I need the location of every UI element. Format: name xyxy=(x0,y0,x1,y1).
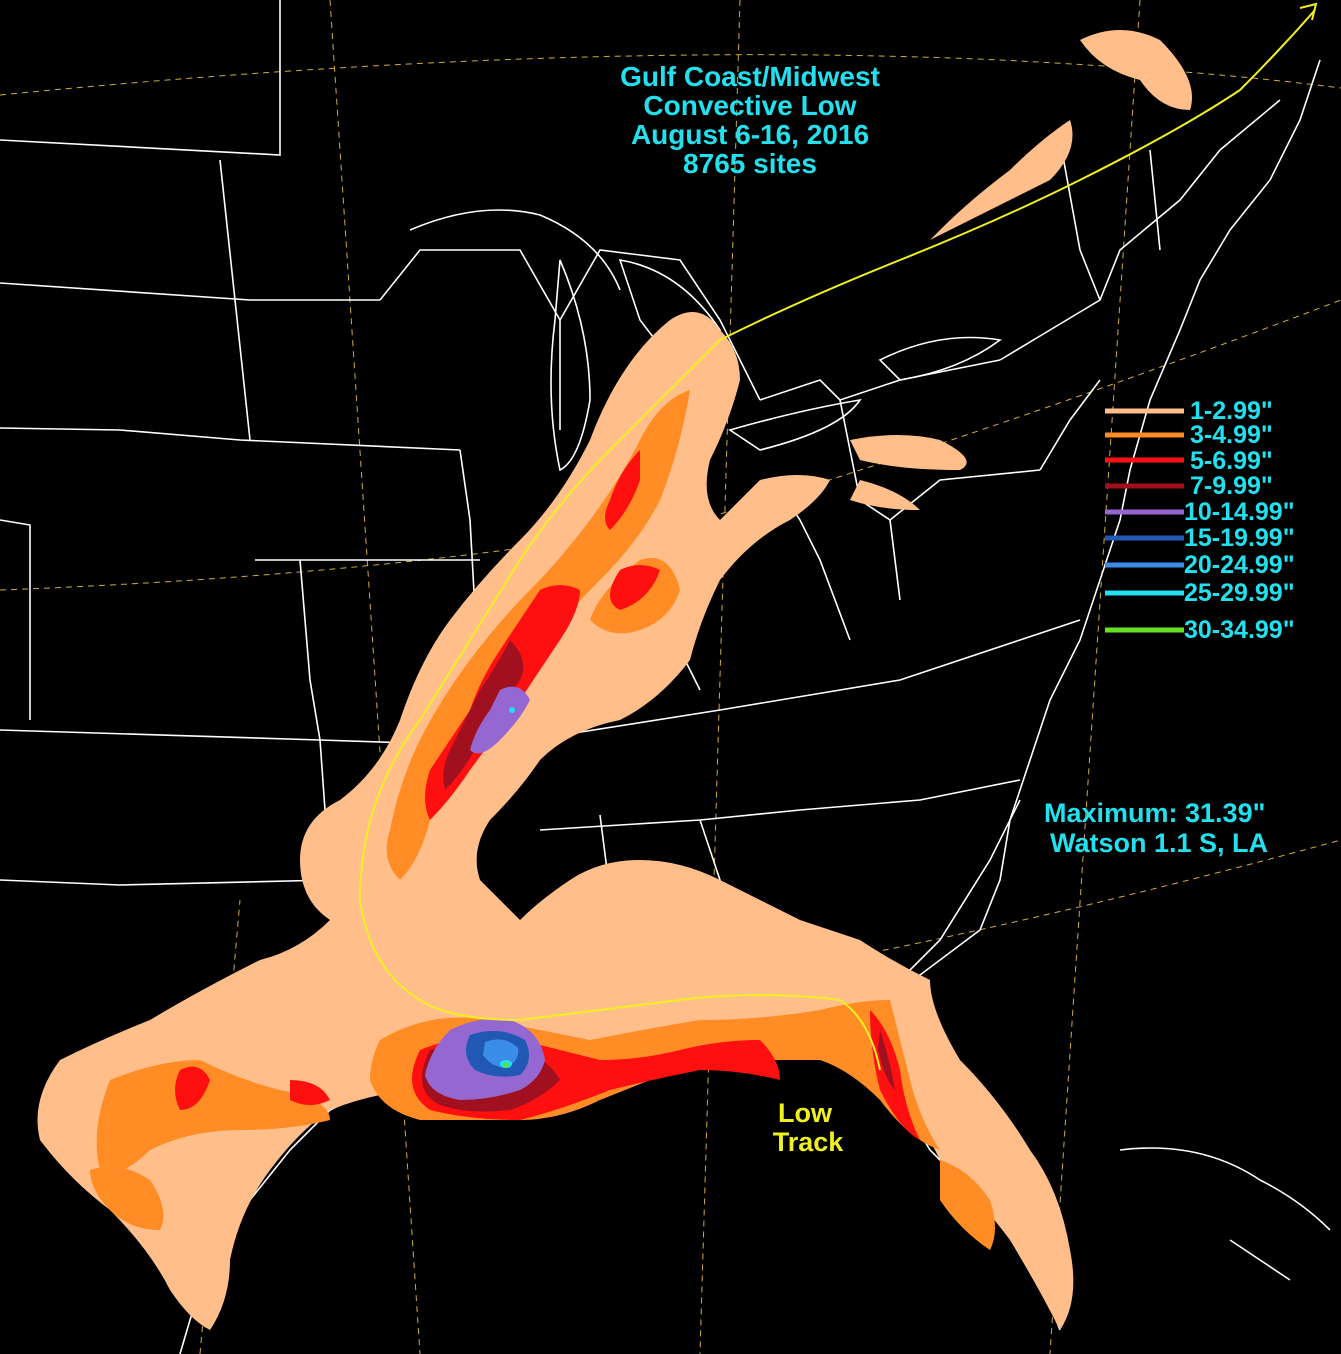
title-line-3: August 6-16, 2016 xyxy=(630,119,870,150)
rainfall-30-34.99 xyxy=(503,1063,509,1067)
low-track-label-line-2: Track xyxy=(772,1127,844,1157)
title-line-2: Convective Low xyxy=(643,90,857,121)
rainfall-1-2.99 xyxy=(37,30,1192,1330)
legend-label-6: 15-19.99" xyxy=(1184,524,1295,552)
legend-label-1: 1-2.99" xyxy=(1190,397,1273,425)
low-track-line xyxy=(358,9,1316,1071)
legend-label-5: 10-14.99" xyxy=(1184,498,1295,526)
legend-label-2: 3-4.99" xyxy=(1190,421,1273,449)
low-track-label-line-1: Low xyxy=(778,1098,832,1128)
legend-label-7: 20-24.99" xyxy=(1184,551,1295,579)
legend-label-3: 5-6.99" xyxy=(1190,447,1273,475)
legend-label-8: 25-29.99" xyxy=(1184,579,1295,607)
maximum-value: Maximum: 31.39" xyxy=(1044,798,1266,828)
title-line-1: Gulf Coast/Midwest xyxy=(620,61,880,92)
maximum-location: Watson 1.1 S, LA xyxy=(1050,828,1269,858)
track-arrowhead xyxy=(1299,2,1318,21)
legend-label-4: 7-9.99" xyxy=(1190,472,1273,500)
legend-swatches xyxy=(1105,408,1184,633)
title-line-4: 8765 sites xyxy=(683,148,817,179)
legend-label-9: 30-34.99" xyxy=(1184,616,1295,644)
